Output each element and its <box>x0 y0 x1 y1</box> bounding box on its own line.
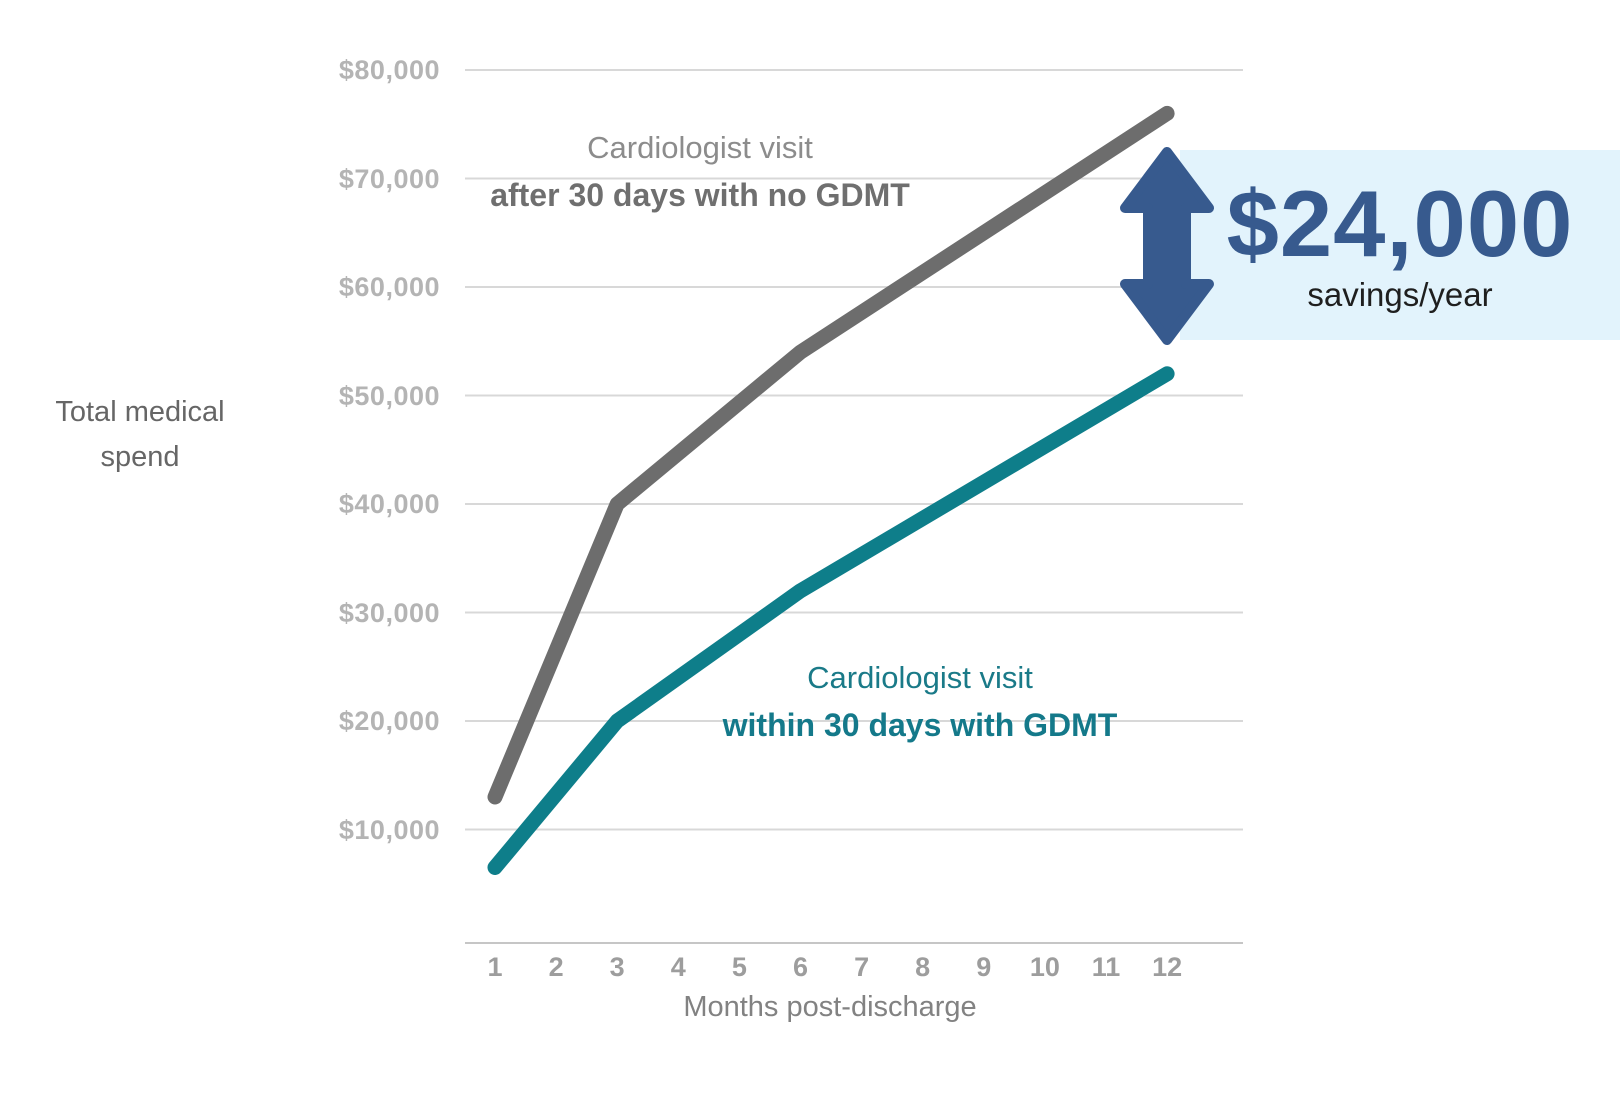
x-tick-label: 7 <box>854 952 870 982</box>
series-label-no-gdmt: Cardiologist visit after 30 days with no… <box>450 126 950 220</box>
y-tick-label: $30,000 <box>338 597 440 628</box>
x-tick-label: 11 <box>1091 952 1121 982</box>
y-tick-label: $50,000 <box>338 380 440 411</box>
y-axis-title: Total medical spend <box>55 396 225 473</box>
series-line-gdmt <box>487 366 1175 875</box>
y-tick-label: $10,000 <box>338 814 440 845</box>
x-tick-label: 3 <box>609 952 625 982</box>
y-tick-label: $60,000 <box>338 272 440 302</box>
savings-value: $24,000 <box>1226 171 1574 276</box>
x-tick-label: 12 <box>1152 952 1183 982</box>
x-axis-title: Months post-discharge <box>683 991 977 1023</box>
series-lines <box>487 105 1175 875</box>
series-label-gdmt-line2: within 30 days with GDMT <box>722 707 1118 743</box>
savings-highlight-box <box>1180 150 1620 340</box>
x-tick-label: 5 <box>731 952 747 982</box>
series-label-gdmt: Cardiologist visit within 30 days with G… <box>670 656 1170 750</box>
x-tick-label: 4 <box>670 952 686 982</box>
gridlines <box>465 69 1243 944</box>
series-label-no-gdmt-line1: Cardiologist visit <box>587 130 813 165</box>
x-tick-label: 9 <box>976 952 992 982</box>
x-tick-label: 8 <box>915 952 931 982</box>
y-tick-label: $20,000 <box>338 706 440 736</box>
y-tick-label: $80,000 <box>338 55 440 85</box>
series-label-gdmt-line1: Cardiologist visit <box>807 660 1033 695</box>
x-tick-label: 6 <box>792 952 809 982</box>
x-tick-label: 10 <box>1029 952 1060 982</box>
y-tick-label: $70,000 <box>338 163 440 194</box>
x-tick-label: 1 <box>487 952 503 982</box>
series-label-no-gdmt-line2: after 30 days with no GDMT <box>490 177 910 213</box>
y-tick-label: $40,000 <box>338 489 440 519</box>
x-tick-label: 2 <box>548 952 564 982</box>
savings-caption: savings/year <box>1307 276 1493 313</box>
double-arrow-icon <box>1120 147 1214 345</box>
series-line-no-gdmt <box>487 105 1175 805</box>
